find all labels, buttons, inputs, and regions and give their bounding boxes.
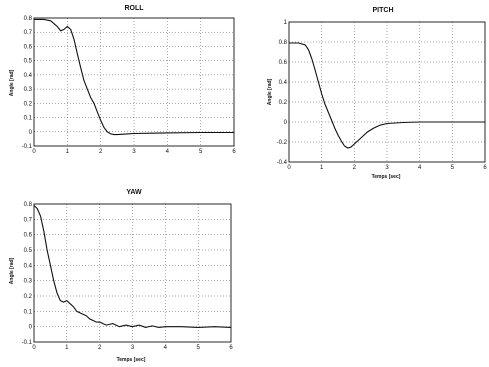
yaw-ytick-label: 0.3 [24,279,33,285]
roll-title: ROLL [124,5,144,12]
yaw-grid [34,204,231,342]
roll-ytick-label: 0.6 [24,44,33,50]
pitch-chart: PITCH Angle [rad] Temps [sec] 0 1 2 3 4 5 6 -0.… [267,7,487,180]
yaw-ticks: 0 1 2 3 4 5 6-0.100.10.20.30.40.50.60.70.8 [22,202,234,351]
roll-ytick-label: 0.1 [24,116,33,122]
pitch-ytick-label: 1 [284,20,288,26]
roll-xtick-label: 0 [32,149,36,155]
pitch-grid [289,22,485,162]
pitch-ytick-label: -0.4 [277,160,288,166]
roll-ytick-label: 0.8 [24,16,33,22]
pitch-ytick-label: 0.2 [279,100,288,106]
pitch-series-line [289,42,485,149]
roll-ticks: 0 1 2 3 4 5 6-0.100.10.20.30.40.50.60.70.8 [22,16,237,155]
roll-ytick-label: 0.5 [24,59,33,65]
pitch-ylabel: Angle [rad] [267,78,273,105]
yaw-ylabel: Angle [rad] [9,257,15,284]
pitch-ytick-label: -0.2 [277,140,288,146]
yaw-ytick-label: 0.4 [24,263,33,269]
roll-axes-frame [33,17,235,147]
yaw-series-line [33,205,232,328]
roll-xtick-label: 4 [166,149,170,155]
pitch-ytick-label: 0.8 [279,40,288,46]
yaw-xtick-label: 1 [65,345,69,351]
yaw-ytick-label: 0.5 [24,248,33,254]
yaw-xtick-label: 0 [32,345,36,351]
pitch-xtick-label: 6 [483,165,487,171]
pitch-ytick-label: 0.6 [279,60,288,66]
pitch-ytick-label: 0 [284,120,288,126]
roll-ytick-label: -0.1 [22,144,33,150]
yaw-ytick-label: 0.8 [24,202,33,208]
yaw-xtick-label: 3 [131,345,135,351]
roll-ytick-label: 0.7 [24,30,33,36]
roll-grid [34,18,234,146]
yaw-ytick-label: 0.1 [24,309,33,315]
yaw-xtick-label: 5 [196,345,200,351]
pitch-xlabel: Temps [sec] [372,174,401,180]
yaw-title: YAW [126,189,142,196]
roll-chart: ROLL Angle [rad] 0 1 2 3 4 5 6-0.100.10.20.30.… [9,5,236,155]
roll-ytick-label: 0.2 [24,101,33,107]
pitch-xtick-label: 5 [451,165,455,171]
roll-ytick-label: 0 [29,130,33,136]
roll-ytick-label: 0.3 [24,87,33,93]
pitch-xtick-label: 0 [287,165,291,171]
pitch-ticks: 0 1 2 3 4 5 6 -0.4 -0.2 0 0.2 0.4 0.6 0.8 1 [277,20,488,171]
pitch-xtick-label: 3 [385,165,389,171]
yaw-xtick-label: 6 [229,345,233,351]
pitch-axes-frame [288,21,486,163]
roll-series-line [34,18,234,136]
roll-xtick-label: 3 [132,149,136,155]
roll-xtick-label: 1 [66,149,70,155]
yaw-xlabel: Temps [sec] [117,357,146,363]
roll-xtick-label: 6 [232,149,236,155]
pitch-xtick-label: 2 [353,165,357,171]
yaw-ytick-label: 0.2 [24,294,33,300]
yaw-ytick-label: -0.1 [22,340,33,346]
roll-ytick-label: 0.4 [24,73,33,79]
pitch-title: PITCH [373,7,394,14]
yaw-ytick-label: 0 [29,325,33,331]
roll-ylabel: Angle [rad] [9,69,15,96]
roll-xtick-label: 2 [99,149,103,155]
roll-xtick-label: 5 [199,149,203,155]
pitch-xtick-label: 4 [418,165,422,171]
yaw-xtick-label: 2 [98,345,102,351]
pitch-xtick-label: 1 [320,165,324,171]
yaw-ytick-label: 0.6 [24,233,33,239]
yaw-chart: YAW Angle [rad] Temps [sec] 0 1 2 3 4 5 6-0.10… [9,189,233,363]
yaw-axes-frame [33,203,232,343]
yaw-ytick-label: 0.7 [24,217,33,223]
yaw-xtick-label: 4 [164,345,168,351]
pitch-ytick-label: 0.4 [279,80,288,86]
